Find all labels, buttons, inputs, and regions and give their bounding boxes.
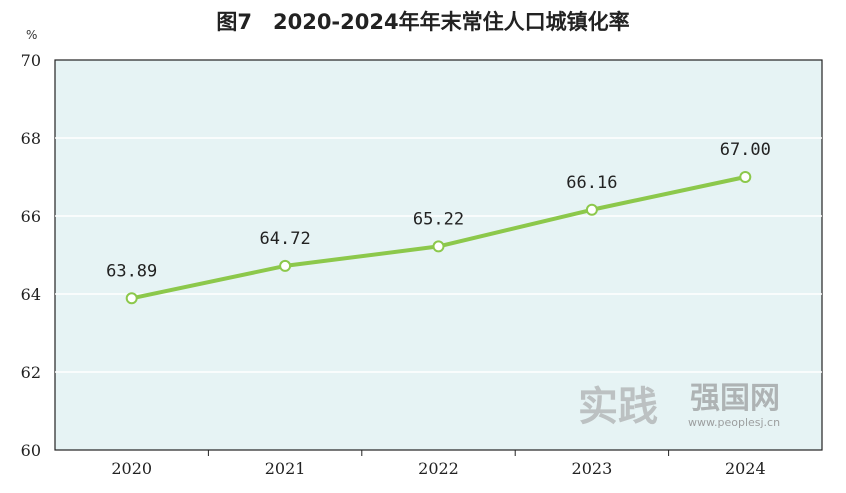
y-tick-label: 62 [21, 363, 41, 382]
x-tick-label: 2023 [572, 459, 613, 478]
data-label: 65.22 [413, 209, 464, 229]
data-label: 66.16 [566, 173, 617, 193]
data-point [125, 292, 138, 305]
y-axis-unit: % [26, 28, 38, 42]
x-tick-label: 2024 [725, 459, 766, 478]
watermark-brand-small: 强国网 [690, 381, 780, 416]
x-tick-label: 2021 [265, 459, 306, 478]
y-tick-label: 66 [21, 207, 41, 226]
data-label: 63.89 [106, 261, 157, 281]
data-label: 67.00 [720, 140, 771, 160]
data-label: 64.72 [260, 229, 311, 249]
chart-title: 图7 2020-2024年年末常住人口城镇化率 [216, 10, 630, 34]
y-tick-label: 68 [21, 129, 41, 148]
watermark-url: www.peoplesj.cn [688, 416, 780, 429]
data-point [739, 171, 752, 183]
data-point [585, 203, 598, 216]
y-tick-label: 64 [21, 285, 41, 304]
x-tick-label: 2020 [111, 459, 152, 478]
data-point [279, 259, 292, 272]
data-point [432, 240, 445, 253]
watermark: 实践 强国网 www.peoplesj.cn [578, 381, 780, 430]
x-tick-label: 2022 [418, 459, 459, 478]
watermark-brand-big: 实践 [578, 383, 658, 430]
plot-area [54, 59, 823, 451]
y-tick-label: 60 [21, 441, 41, 460]
y-tick-label: 70 [21, 51, 41, 70]
